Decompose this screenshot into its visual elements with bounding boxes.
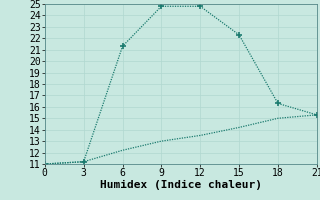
X-axis label: Humidex (Indice chaleur): Humidex (Indice chaleur)	[100, 180, 262, 190]
